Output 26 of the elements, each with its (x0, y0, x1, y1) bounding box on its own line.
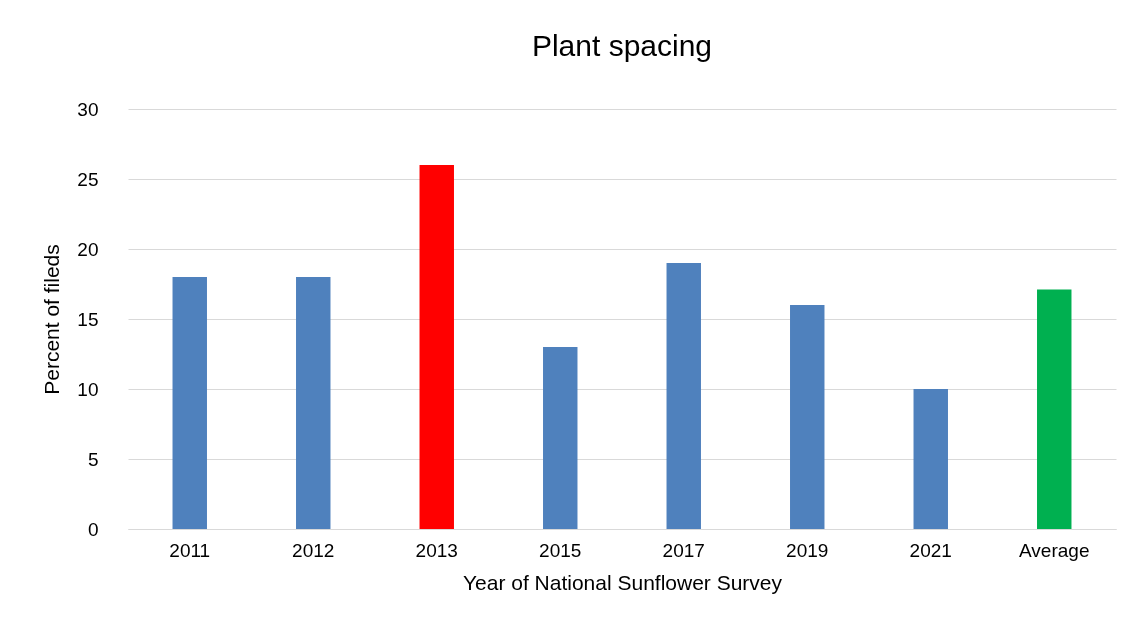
x-tick-label: 2021 (909, 539, 952, 561)
x-tick-label: 2017 (662, 539, 705, 561)
x-tick-label: 2015 (539, 539, 582, 561)
bar (296, 277, 331, 529)
bar (543, 347, 578, 529)
y-tick-label: 5 (87, 448, 99, 470)
bar (1037, 289, 1072, 529)
y-tick-label: 0 (87, 518, 99, 540)
y-tick-label: 10 (77, 378, 99, 400)
y-tick-label: 30 (77, 98, 99, 120)
y-tick-label: 15 (77, 308, 99, 330)
bar (666, 263, 701, 529)
y-axis-title: Percent of fileds (40, 244, 64, 395)
bar (790, 305, 825, 529)
y-tick-label: 20 (77, 238, 99, 260)
bar (172, 277, 207, 529)
y-tick-label: 25 (77, 168, 99, 190)
bar (419, 165, 454, 529)
x-tick-label: 2011 (169, 539, 211, 561)
x-tick-label: 2012 (292, 539, 335, 561)
chart-title: Plant spacing (531, 29, 713, 62)
x-axis-title: Year of National Sunflower Survey (462, 570, 783, 594)
x-tick-label: 2013 (415, 539, 458, 561)
bar (913, 389, 948, 529)
x-tick-label: 2019 (786, 539, 829, 561)
x-tick-label: Average (1019, 539, 1090, 561)
